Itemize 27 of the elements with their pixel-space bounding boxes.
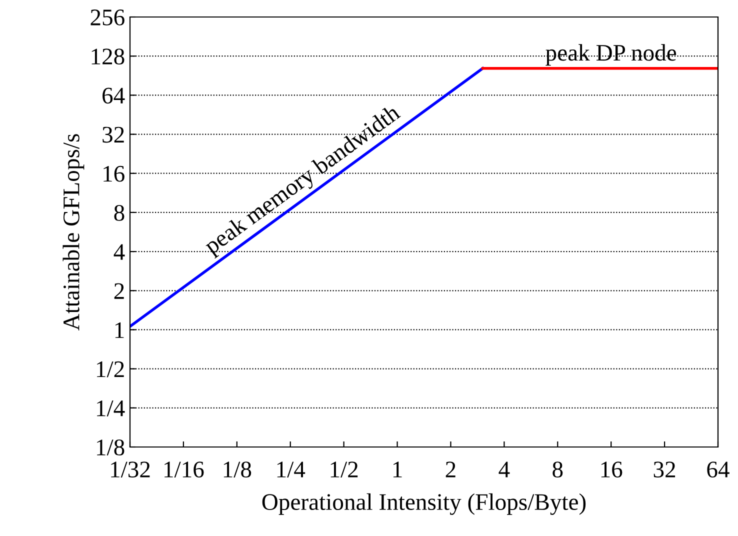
- y-tick-label: 1/4: [97, 400, 125, 416]
- x-tick-label: 1/4: [277, 462, 306, 478]
- x-tick-label: 32: [654, 462, 676, 478]
- y-tick-label: 4: [114, 244, 125, 260]
- x-tick-label: 4: [498, 462, 510, 478]
- x-tick-label: 8: [552, 462, 563, 478]
- y-tick-label: 1: [115, 322, 124, 338]
- x-tick-label: 1/8: [224, 462, 252, 478]
- y-tick-label: 128: [92, 48, 124, 65]
- y-tick-label: 64: [102, 88, 125, 104]
- y-tick-label: 2: [114, 283, 124, 299]
- annotation: peak DP node: [546, 44, 676, 66]
- x-tick-label: 1/16: [164, 462, 204, 478]
- x-tick-label: 1: [393, 462, 402, 478]
- x-tick-label: 1/32: [111, 462, 150, 478]
- x-tick-label: 1/2: [330, 462, 358, 478]
- x-axis-title: Operational Intensity (Flops/Byte): [262, 493, 586, 515]
- x-tick-label: 64: [707, 462, 730, 478]
- y-tick-label: 16: [104, 166, 124, 182]
- y-tick-label: 32: [102, 126, 124, 143]
- y-tick-label: 256: [90, 10, 124, 26]
- y-tick-label: 1/8: [97, 439, 124, 456]
- y-tick-label: 8: [114, 204, 124, 221]
- x-tick-label: 16: [601, 462, 622, 478]
- y-tick-label: 1/2: [97, 361, 124, 378]
- y-axis-title: Attainable GFLops/s: [62, 134, 84, 330]
- x-tick-label: 2: [446, 462, 456, 478]
